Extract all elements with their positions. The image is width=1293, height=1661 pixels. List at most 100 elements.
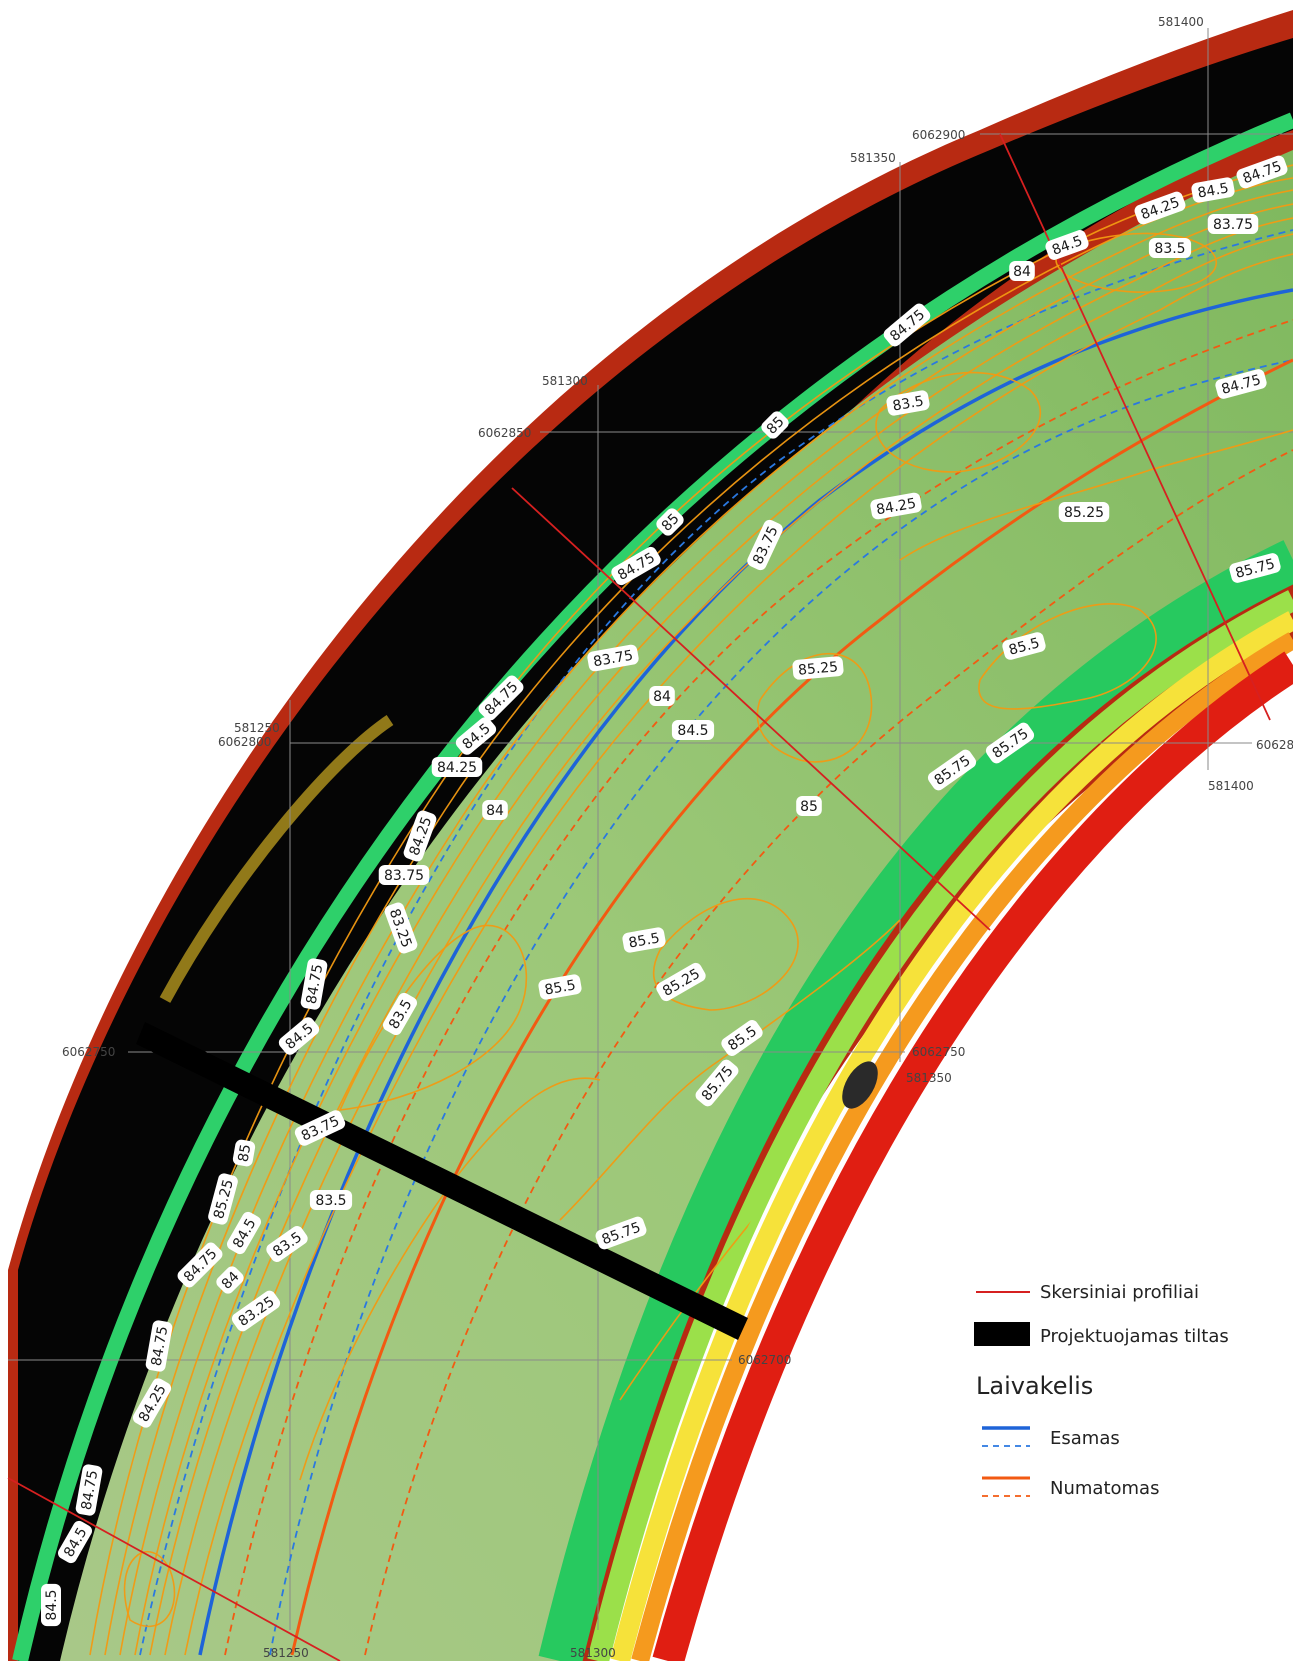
cross-section-line [511,487,991,931]
contour-label-background [747,519,783,571]
contour-value-label: 85.5 [538,974,582,1000]
contour-value-label: 84.75 [300,958,328,1010]
contour-label-background [1229,553,1281,583]
existing-fairway-edge-right [269,359,1293,1656]
contour-label-background [1002,632,1046,660]
contour-value-label: 83.75 [1207,214,1259,234]
projected-bridge [136,1022,748,1340]
contour-label-background [208,1173,238,1225]
contour-value-text: 83.75 [1213,217,1253,233]
contour-label-background [300,958,328,1010]
contour-value-label: 83.5 [1148,238,1192,258]
contour-label-background [384,902,418,954]
contour-value-label: 85 [656,508,684,536]
contour-value-text: 84 [1013,264,1031,280]
contour-label-background [378,865,430,885]
contour-label-background [649,686,675,706]
contour-line [978,603,1157,710]
contour-label-background [883,303,931,347]
contour-label-background [382,992,418,1036]
contour-label-background [985,722,1035,764]
contour-label-background [403,810,437,862]
coord-label-e-581300-top: 581300 [542,374,588,388]
contour-label-background [927,749,977,791]
contour-label-background [231,1290,281,1332]
contour-value-label: 85 [796,796,822,816]
contour-value-text: 84.75 [304,963,327,1005]
planned-fairway-edge-left [224,319,1293,1656]
contour-label-background [226,1211,262,1255]
contour-line [149,217,1293,1656]
coord-label-e-581250-top: 581250 [234,721,280,735]
contour-line [184,253,1293,1656]
contour-value-text: 84 [653,689,671,705]
contour-line [559,919,901,1221]
contour-value-label: 85.5 [622,927,666,953]
contour-value-text: 85 [236,1143,255,1163]
legend-bridge-symbol [974,1322,1030,1346]
contour-value-label: 85 [761,411,789,439]
contour-value-label: 83.5 [309,1190,353,1210]
contour-value-text: 84.25 [875,496,917,519]
contour-label-background [1045,230,1089,260]
contour-label-background [145,1320,173,1372]
contour-label-background [294,1110,346,1146]
contour-label-background [656,508,684,536]
contour-value-label: 83.75 [378,865,430,885]
contour-label-background [656,962,706,1002]
contour-value-label: 84.5 [671,720,715,740]
contour-label-background [41,1583,61,1627]
contour-value-label: 84 [482,800,508,820]
bridge-deck [136,1022,748,1340]
map-legend: Skersiniai profiliai Projektuojamas tilt… [970,1270,1288,1520]
cross-section-line [7,1477,341,1661]
contour-label-background [721,1020,763,1056]
contour-value-label: 84.25 [431,757,483,777]
coord-label-n-6062750-left: 6062750 [62,1045,115,1059]
existing-fairway-edge-left [139,229,1293,1656]
contour-label-background [1134,191,1186,225]
contour-value-text: 84.5 [677,723,708,739]
contour-label-background [232,1139,256,1167]
contour-value-label: 83.75 [587,644,639,672]
river-bed [60,150,1293,1661]
contour-label-background [266,1226,308,1262]
contour-label-background [132,1378,172,1428]
contour-line [1055,232,1217,293]
contour-label-background [1058,502,1110,522]
coord-label-n-6062700: 6062700 [738,1353,791,1367]
fairway-lines [139,229,1293,1656]
contour-value-label: 84.75 [75,1464,103,1516]
contour-label-background [57,1520,93,1564]
contour-label-background [595,1216,647,1250]
coord-label-e-581250-bottom: 581250 [263,1646,309,1660]
contour-value-label: 84 [216,1266,244,1294]
contour-line [899,429,1293,561]
contour-label-background [177,1242,223,1288]
contour-label-background [455,717,497,755]
contour-label-background [1215,369,1267,399]
contour-value-text: 83.5 [891,393,924,414]
contour-label-background [1207,214,1259,234]
river-channel [8,10,1293,1661]
legend-existing-label: Esamas [1050,1428,1120,1449]
existing-fairway-centerline [198,288,1293,1656]
contour-label-background [482,800,508,820]
contour-label-background [792,656,844,680]
coord-label-n-6062900: 6062900 [912,128,965,142]
contour-label-background [796,796,822,816]
contour-value-text: 85.5 [543,977,576,998]
contour-value-text: 83.5 [1154,241,1185,257]
contour-label-background [870,492,922,520]
contour-label-background [587,644,639,672]
contour-label-background [1236,155,1288,189]
contour-label-background [431,757,483,777]
contour-value-label: 84.5 [1191,177,1235,203]
contour-line [164,233,1293,1656]
contour-label-background [1009,261,1035,281]
contour-value-label: 84 [1009,261,1035,281]
contour-value-text: 85.5 [1007,635,1041,659]
contour-label-background [278,1017,320,1055]
contour-value-label: 85.5 [1002,632,1046,660]
